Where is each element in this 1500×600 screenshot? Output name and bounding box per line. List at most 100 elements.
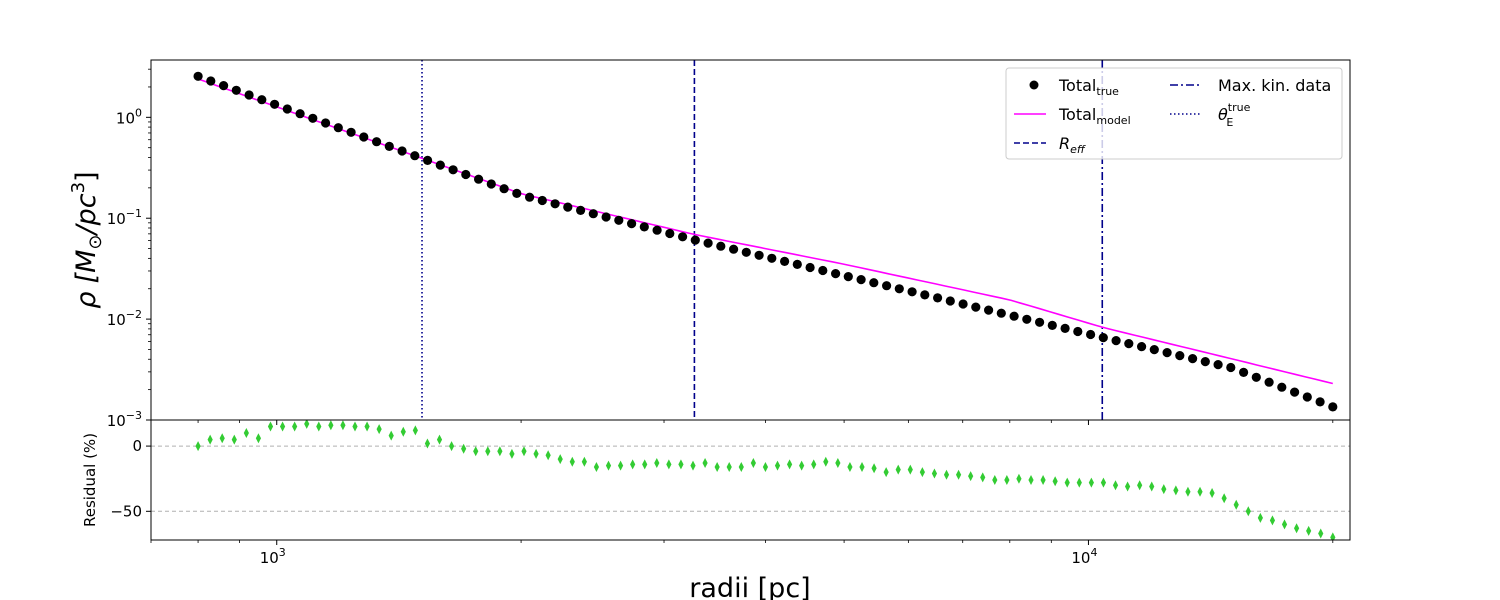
residual-point (400, 426, 406, 437)
residual-point (509, 448, 515, 459)
residual-point (1269, 515, 1276, 526)
residual-point (545, 450, 551, 461)
residual-point (521, 446, 527, 457)
x-tick-label: 104 (1071, 546, 1097, 567)
true-point (219, 81, 229, 91)
true-point (1111, 336, 1121, 346)
true-point (818, 265, 828, 276)
residual-point (461, 443, 467, 454)
residual-point (1076, 477, 1082, 488)
residual-point (593, 461, 600, 472)
residual-point (883, 467, 889, 478)
true-point (1047, 320, 1057, 330)
true-point (550, 199, 560, 209)
residual-point (859, 461, 865, 472)
true-point (652, 225, 662, 235)
residual-point (1124, 481, 1131, 492)
true-point (639, 222, 649, 232)
main-y-tick-label: 10−3 (107, 409, 142, 430)
main-y-ticks: 100 10−1 10−2 10−3 (107, 68, 151, 430)
true-point (499, 184, 509, 194)
main-y-axis-label: ρ[M⊙/pc3] (68, 171, 106, 308)
residual-point (352, 421, 358, 432)
true-point (971, 302, 981, 312)
main-y-tick-label: 10−2 (107, 308, 142, 329)
true-point (1009, 311, 1019, 321)
residual-point (617, 460, 624, 471)
residual-point (823, 456, 829, 467)
x-axis-label: radii [pc] (689, 573, 810, 600)
true-point (231, 85, 241, 95)
residual-point (424, 438, 431, 449)
legend-item-total-model: Totalmodel (1014, 105, 1131, 127)
legend-item-reff: Reff (1014, 134, 1086, 156)
residual-point (412, 425, 418, 436)
residual-point (1221, 493, 1227, 504)
residual-point (955, 469, 962, 480)
residual-point (328, 420, 334, 431)
true-point (920, 290, 930, 300)
residual-point (714, 461, 720, 472)
residual-point (919, 467, 925, 478)
true-point (193, 71, 203, 81)
legend-item-theta-e: θtrue E (1170, 101, 1251, 129)
true-point (410, 151, 420, 161)
residual-axes-frame (150, 419, 1351, 541)
true-point (690, 235, 700, 245)
true-point (1277, 382, 1287, 392)
main-vlines (421, 60, 1104, 420)
residual-point (1330, 532, 1336, 540)
true-point (1188, 354, 1198, 364)
residual-point (473, 446, 479, 457)
residual-point (980, 472, 986, 483)
true-point (372, 137, 382, 147)
true-point (435, 160, 445, 170)
true-point (601, 212, 611, 222)
legend-label-theta-e: θtrue E (1218, 101, 1251, 129)
true-point (321, 118, 331, 128)
legend-marker-total-true (1029, 80, 1039, 90)
residual-y-tick-label: −50 (110, 502, 142, 520)
residual-point (1161, 484, 1167, 495)
true-point (767, 253, 777, 263)
residual-point (267, 421, 274, 432)
residual-point (968, 471, 974, 482)
true-point (1315, 397, 1325, 407)
residual-point (436, 434, 443, 445)
true-point (282, 104, 292, 114)
true-point (958, 299, 968, 309)
true-point (856, 275, 866, 285)
true-point (945, 296, 955, 306)
residual-point (1281, 519, 1288, 530)
true-point (1073, 326, 1083, 337)
residual-point (388, 430, 394, 441)
residual-point (666, 459, 672, 470)
true-point (563, 202, 573, 212)
residual-point (750, 458, 756, 469)
residual-point (364, 421, 370, 432)
true-point (703, 238, 713, 248)
true-point (614, 215, 624, 225)
true-point (627, 219, 637, 229)
true-point (270, 99, 280, 109)
residual-point (207, 434, 213, 445)
true-point (474, 174, 484, 184)
residual-point (786, 459, 793, 470)
residual-point (1185, 486, 1191, 497)
true-point (448, 165, 458, 175)
residual-panel: 0 −50 103 104 (110, 419, 1351, 567)
true-point (741, 247, 751, 257)
residual-point (1016, 473, 1022, 484)
true-point (1239, 367, 1249, 377)
residual-points-layer (195, 420, 1336, 540)
residual-point (255, 433, 262, 444)
true-point (397, 146, 407, 156)
legend-item-total-true: Totaltrue (1029, 76, 1119, 98)
residual-point (1137, 480, 1143, 491)
residual-y-axis-label: Residual (%) (81, 433, 99, 527)
true-point (588, 209, 598, 219)
true-point (423, 155, 433, 165)
true-point (1060, 323, 1070, 333)
residual-point (943, 469, 950, 480)
true-point (805, 262, 815, 273)
